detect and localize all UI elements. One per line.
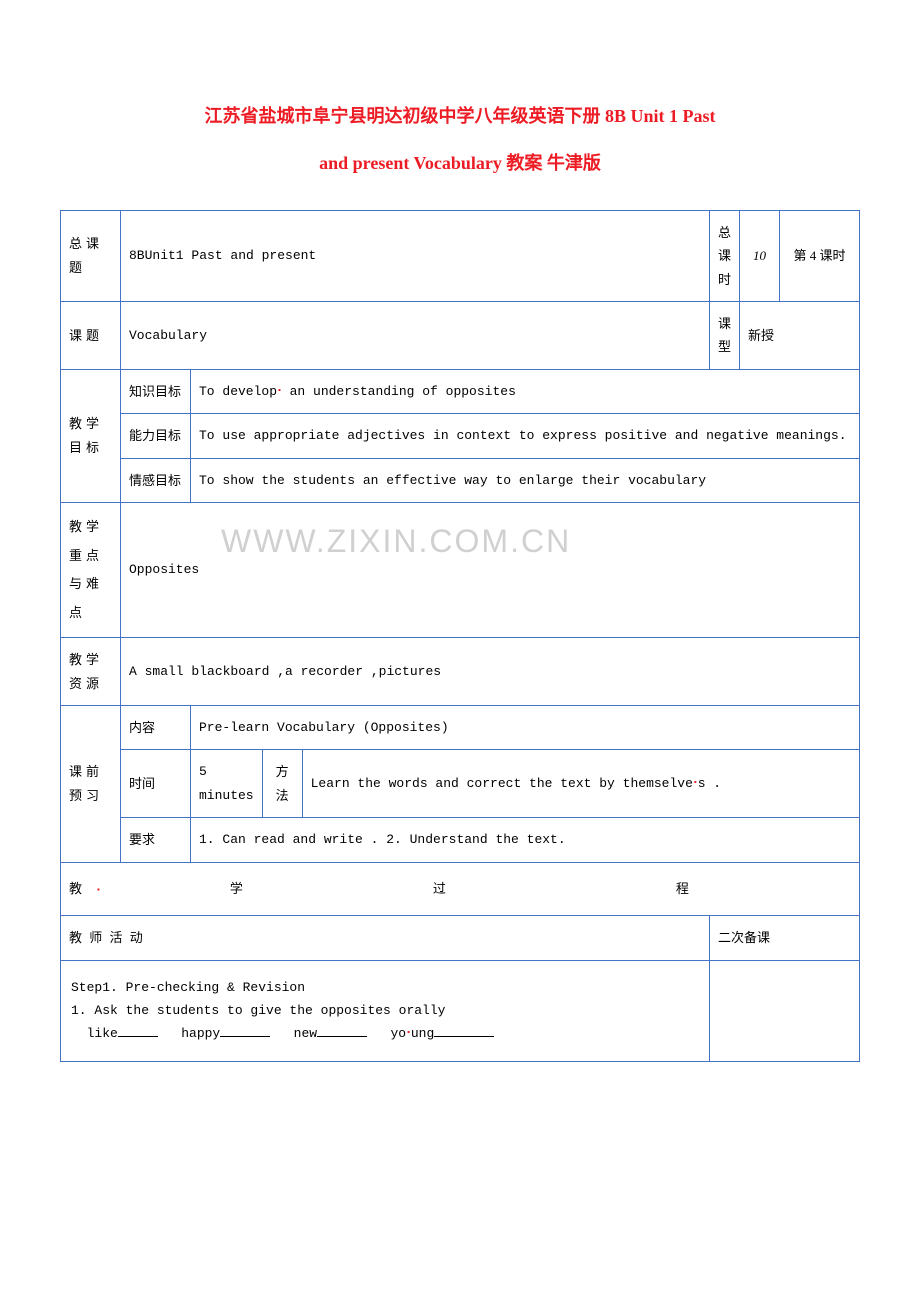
total-hours-value: 10 [740, 210, 780, 301]
teacher-activity-label: 教 师 活 动 [61, 916, 710, 960]
total-topic-label: 总课题 [61, 210, 121, 301]
header-row-2: 课题 Vocabulary 课型 新授 [61, 301, 860, 369]
preview-method-value: Learn the words and correct the text by … [302, 750, 859, 818]
period-value: 第 4 课时 [780, 210, 860, 301]
objective-row-2: 能力目标 To use appropriate adjectives in co… [61, 414, 860, 458]
watermark-text: WWW.ZIXIN.COM.CN [221, 513, 571, 571]
emotion-label: 情感目标 [121, 458, 191, 502]
objectives-label: 教学目标 [61, 369, 121, 502]
title-line-1: 江苏省盐城市阜宁县明达初级中学八年级英语下册 8B Unit 1 Past [60, 100, 860, 132]
preview-req-row: 要求 1. Can read and write . 2. Understand… [61, 818, 860, 862]
preview-time-value: 5 minutes [191, 750, 263, 818]
step1-title: Step1. Pre-checking & Revision [71, 976, 699, 999]
total-topic-value: 8BUnit1 Past and present [121, 210, 710, 301]
step1-line1: 1. Ask the students to give the opposite… [71, 999, 699, 1022]
resources-row: 教学资源 A small blackboard ,a recorder ,pic… [61, 638, 860, 706]
preview-content-row: 课前预习 内容 Pre-learn Vocabulary (Opposites) [61, 706, 860, 750]
activity-header-row: 教 师 活 动 二次备课 [61, 916, 860, 960]
process-header-row: 教▪学过程 [61, 862, 860, 916]
teacher-content: Step1. Pre-checking & Revision 1. Ask th… [61, 960, 710, 1061]
knowledge-label: 知识目标 [121, 369, 191, 413]
content-row: Step1. Pre-checking & Revision 1. Ask th… [61, 960, 860, 1061]
objective-row-1: 教学目标 知识目标 To develop▪ an understanding o… [61, 369, 860, 413]
preview-label: 课前预习 [61, 706, 121, 863]
type-label: 课型 [709, 301, 739, 369]
ability-label: 能力目标 [121, 414, 191, 458]
title-line-2: and present Vocabulary 教案 牛津版 [60, 147, 860, 179]
header-row-1: 总课题 8BUnit1 Past and present 总课时 10 第 4 … [61, 210, 860, 301]
topic-label: 课题 [61, 301, 121, 369]
lesson-plan-table: 总课题 8BUnit1 Past and present 总课时 10 第 4 … [60, 210, 860, 1062]
resources-content: A small blackboard ,a recorder ,pictures [121, 638, 860, 706]
topic-value: Vocabulary [121, 301, 710, 369]
second-prep-label: 二次备课 [709, 916, 859, 960]
second-prep-content [709, 960, 859, 1061]
objective-row-3: 情感目标 To show the students an effective w… [61, 458, 860, 502]
knowledge-content: To develop▪ an understanding of opposite… [191, 369, 860, 413]
document-title: 江苏省盐城市阜宁县明达初级中学八年级英语下册 8B Unit 1 Past an… [60, 100, 860, 180]
preview-time-label: 时间 [121, 750, 191, 818]
keypoints-content: WWW.ZIXIN.COM.CN Opposites [121, 502, 860, 637]
preview-method-label: 方法 [262, 750, 302, 818]
preview-req-value: 1. Can read and write . 2. Understand th… [191, 818, 860, 862]
step1-words: like happy new yo▪ung [71, 1022, 699, 1045]
keypoints-value: Opposites [129, 562, 199, 577]
preview-time-row: 时间 5 minutes 方法 Learn the words and corr… [61, 750, 860, 818]
resources-label: 教学资源 [61, 638, 121, 706]
keypoints-row: 教学重点与难点 WWW.ZIXIN.COM.CN Opposites [61, 502, 860, 637]
emotion-content: To show the students an effective way to… [191, 458, 860, 502]
total-hours-label: 总课时 [709, 210, 739, 301]
preview-req-label: 要求 [121, 818, 191, 862]
type-value: 新授 [740, 301, 860, 369]
ability-content: To use appropriate adjectives in context… [191, 414, 860, 458]
process-header: 教▪学过程 [61, 862, 860, 916]
preview-content-label: 内容 [121, 706, 191, 750]
preview-content-value: Pre-learn Vocabulary (Opposites) [191, 706, 860, 750]
keypoints-label: 教学重点与难点 [61, 502, 121, 637]
